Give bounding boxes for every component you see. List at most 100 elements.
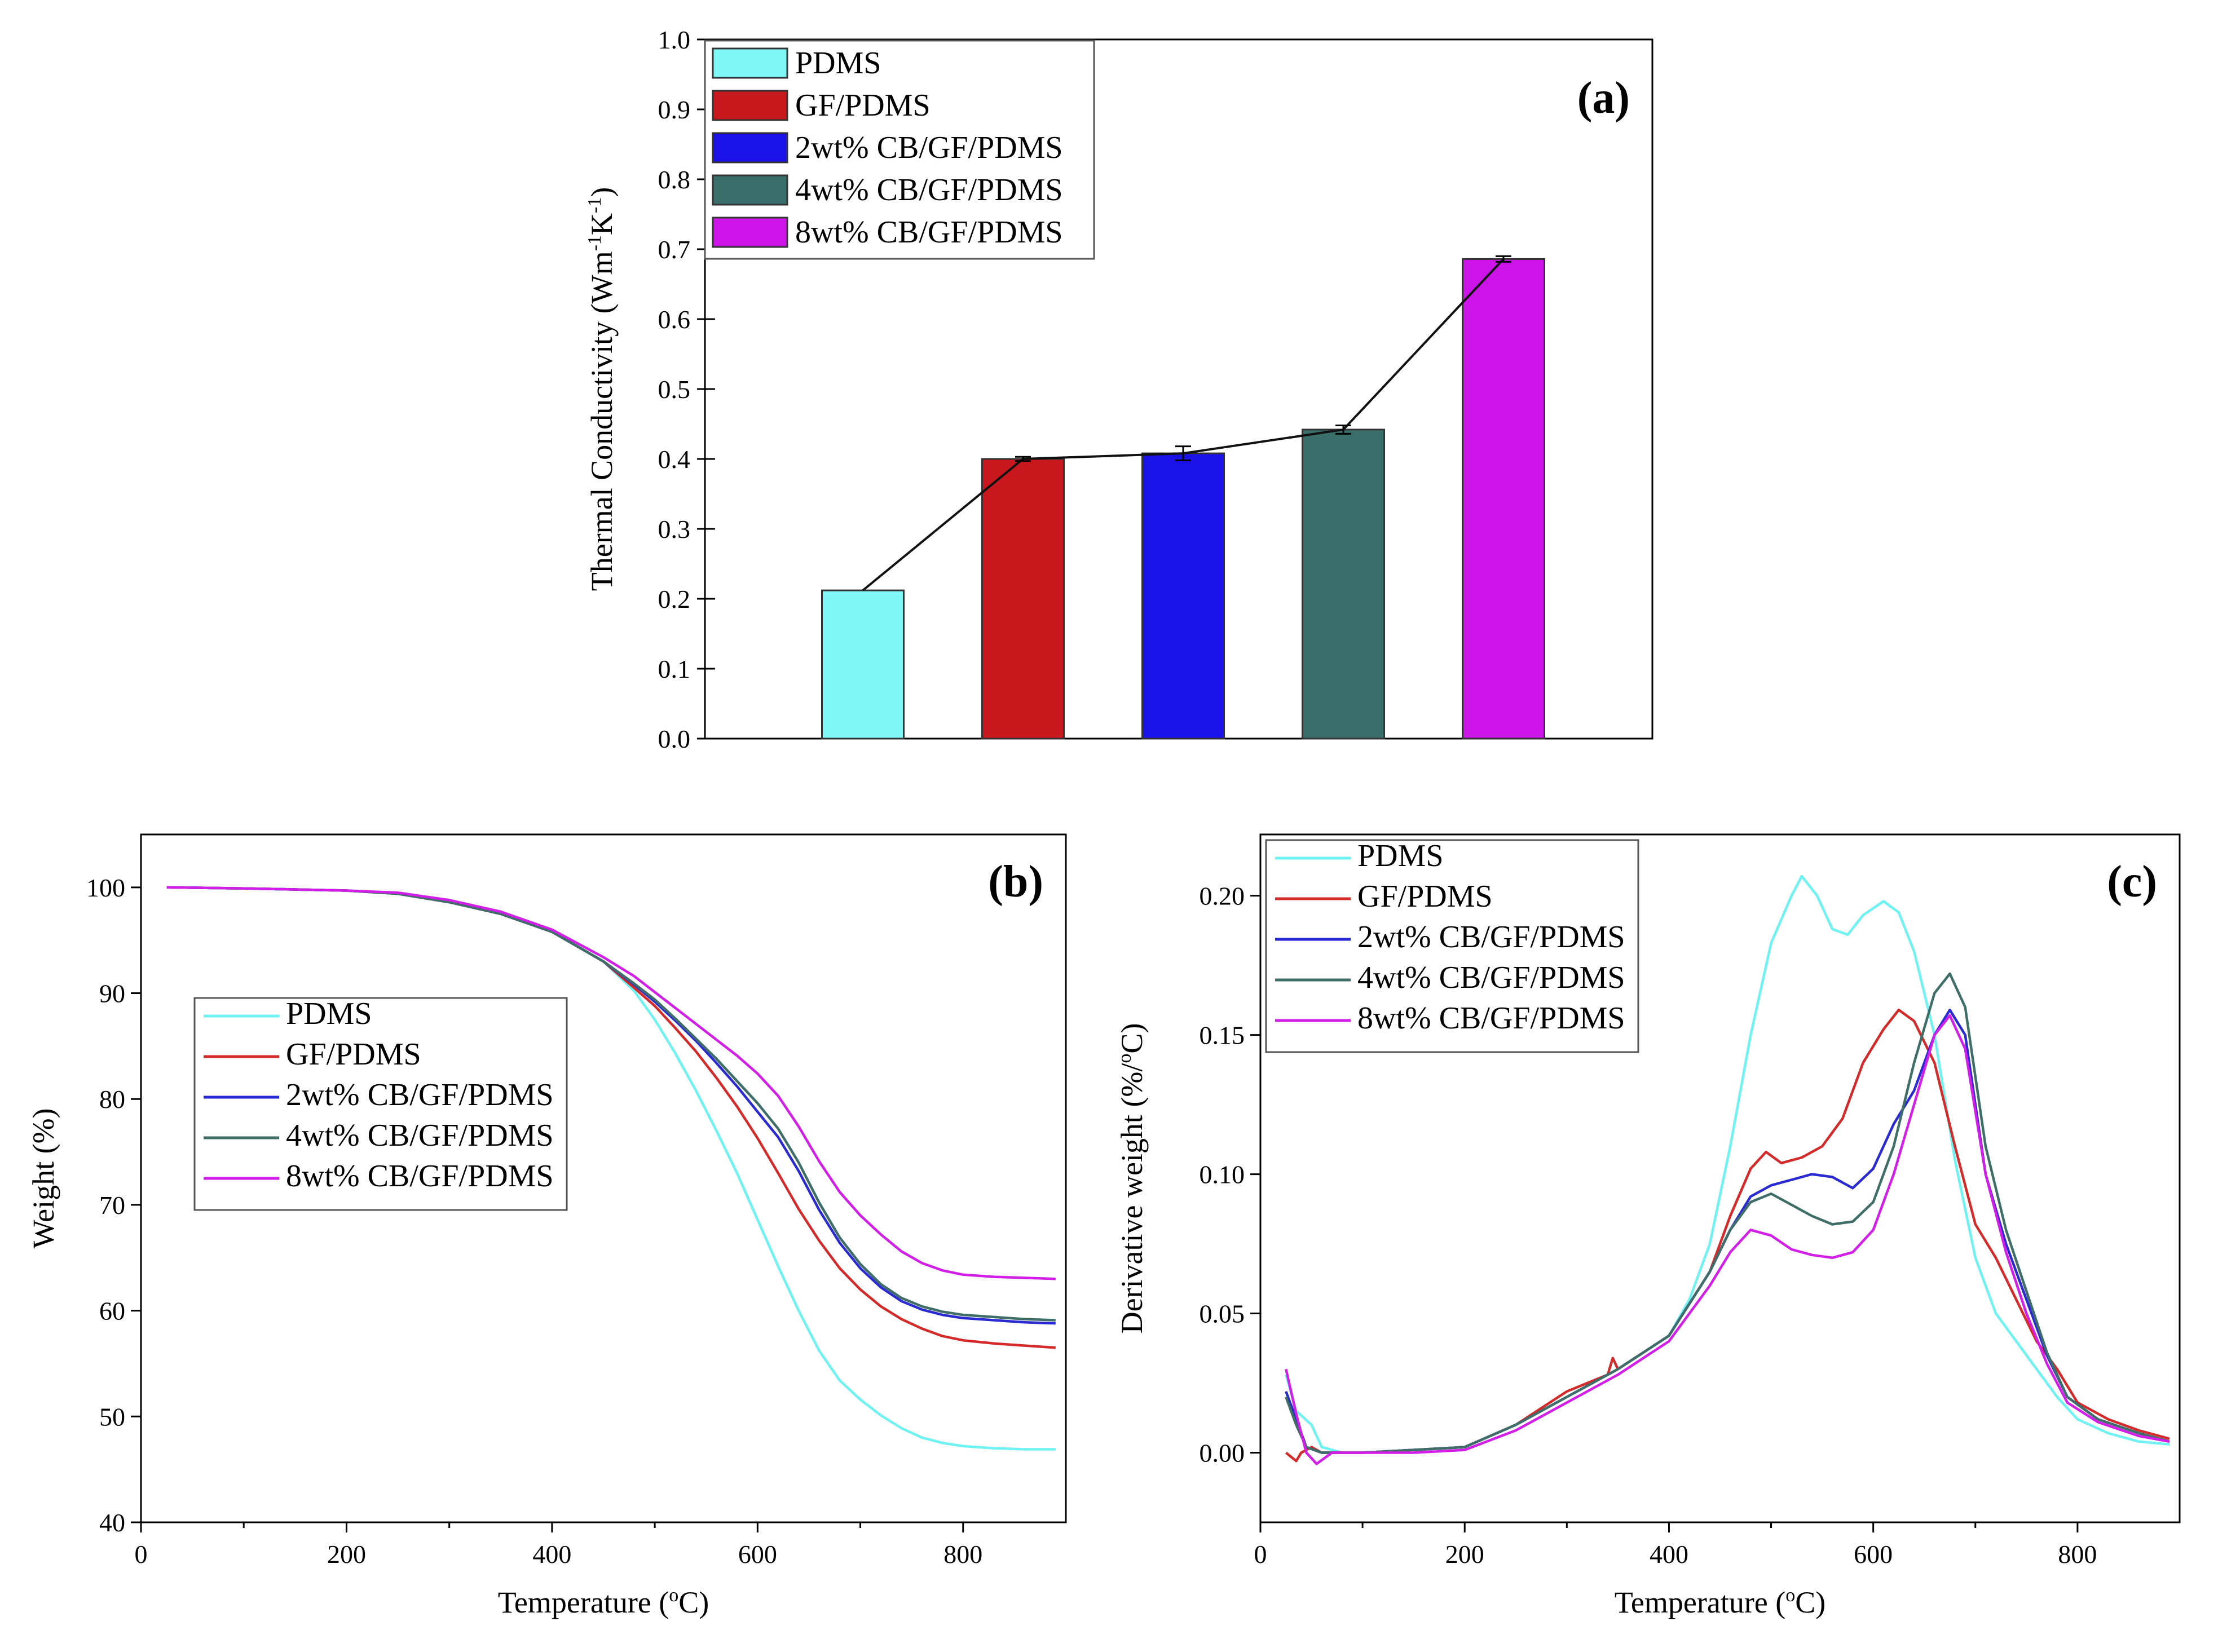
panel-a-label: (a) (1577, 73, 1630, 123)
panel-a-ylabel-sup-1: -1 (584, 235, 605, 251)
panel-b-x-tick-label: 800 (943, 1540, 982, 1569)
panel-a-y-tick-label: 0.1 (658, 655, 691, 683)
panel-b-series-line-5 (166, 886, 1056, 1280)
panel-b-y-tick-label: 90 (99, 979, 125, 1008)
panel-b-x-tick-label: 600 (738, 1540, 777, 1569)
panel-b-legend-box (193, 997, 568, 1211)
panel-b-legend-label-4: 4wt% CB/GF/PDMS (286, 1118, 554, 1153)
panel-c-y-tick-label: 0.10 (1200, 1160, 1245, 1189)
panel-c-series-line-4 (1285, 972, 2170, 1454)
panel-b-y-tick-label: 100 (86, 873, 125, 902)
panel-a-bar-chart: 0.0 0.1 0.2 0.3 0.4 0.5 0.6 0.7 0.8 0.9 1.0 PDMS GF… (584, 25, 1653, 753)
panel-b-y-axis-title: Weight (%) (27, 1108, 60, 1248)
panel-a-ylabel-part-2: K (585, 213, 619, 235)
panel-a-legend-label-1: PDMS (795, 46, 881, 81)
panel-c-legend-label-1: PDMS (1357, 838, 1444, 873)
panel-b-legend-label-3: 2wt% CB/GF/PDMS (286, 1077, 554, 1112)
panel-a-legend-swatch-3 (712, 132, 788, 164)
panel-b-legend-label-5: 8wt% CB/GF/PDMS (286, 1159, 554, 1194)
panel-c-plot-frame (1259, 833, 2181, 1523)
panel-c-x-tick-label: 600 (1854, 1540, 1893, 1569)
panel-a-legend-swatch-1 (712, 47, 788, 79)
panel-c-x-tick-label: 400 (1650, 1540, 1688, 1569)
panel-c-xlabel-sup-1: o (1785, 1585, 1795, 1606)
panel-c-label: (c) (2107, 857, 2157, 907)
panel-b-x-tick-label: 400 (532, 1540, 571, 1569)
panel-a-y-tick-label: 0.4 (658, 445, 691, 474)
panel-a-legend-swatch-5 (712, 217, 788, 248)
panel-c-xlabel-part-2: C) (1795, 1585, 1825, 1619)
panel-b-series (166, 886, 1056, 1451)
panel-b-xlabel-part-0: Temperature ( (498, 1585, 669, 1619)
panel-a-bar-2 (981, 458, 1065, 740)
panel-a-legend: PDMS GF/PDMS 2wt% CB/GF/PDMS 4wt% CB/GF/PDM… (704, 39, 1095, 260)
panel-b-y-tick-label: 70 (99, 1191, 125, 1220)
panel-b-x-tick-label: 200 (327, 1540, 366, 1569)
panel-a-legend-swatch-2 (712, 90, 788, 121)
panel-c-legend: PDMS GF/PDMS 2wt% CB/GF/PDMS 4wt% CB/GF/PDM… (1265, 838, 1639, 1053)
panel-c-legend-box (1265, 839, 1639, 1053)
panel-b-axes: 0 200 400 600 800 40 50 60 70 80 90 100 (86, 833, 1067, 1569)
panel-a-ylabel-part-4: ) (585, 187, 619, 197)
panel-b-legend-label-2: GF/PDMS (286, 1037, 421, 1072)
panel-c-legend-label-4: 4wt% CB/GF/PDMS (1357, 960, 1625, 995)
panel-c-series-line-5 (1285, 1014, 2170, 1465)
panel-b-y-tick-label: 60 (99, 1297, 125, 1326)
panel-c-series-line-3 (1285, 1008, 2170, 1454)
panel-a-y-axis-title: Thermal Conductivity (Wm-1K-1) (584, 187, 619, 591)
panel-a-bar-4 (1302, 429, 1385, 740)
panel-c-y-tick-label: 0.00 (1200, 1439, 1245, 1468)
panel-b-tga-chart: 0 200 400 600 800 40 50 60 70 80 90 100 PDMS GF/PDMS… (27, 833, 1067, 1619)
panel-a-axes: 0.0 0.1 0.2 0.3 0.4 0.5 0.6 0.7 0.8 0.9 1.0 (658, 25, 1653, 753)
panel-c-y-tick-label: 0.15 (1200, 1021, 1245, 1050)
panel-c-x-tick-label: 800 (2058, 1540, 2097, 1569)
panel-a-y-tick-label: 0.3 (658, 515, 691, 544)
panel-b-xlabel-part-2: C) (678, 1585, 709, 1619)
panel-a-error-bars (1015, 255, 1511, 462)
panel-a-y-tick-label: 0.6 (658, 305, 691, 334)
panel-c-legend-label-3: 2wt% CB/GF/PDMS (1357, 920, 1625, 955)
panel-c-xlabel-part-0: Temperature ( (1615, 1585, 1786, 1619)
panel-a-y-tick-label: 0.2 (658, 585, 691, 613)
panel-b-xlabel-sup-1: o (669, 1585, 678, 1606)
panel-c-series (1285, 874, 2170, 1465)
panel-a-legend-swatch-4 (712, 174, 788, 206)
panel-b-legend-label-1: PDMS (286, 996, 372, 1031)
panel-a-bar-3 (1141, 452, 1225, 740)
panel-b-series-line-4 (166, 886, 1056, 1322)
panel-b-label: (b) (988, 857, 1043, 907)
panel-b-x-tick-label: 0 (135, 1540, 148, 1569)
panel-c-x-tick-label: 200 (1445, 1540, 1484, 1569)
panel-a-legend-label-5: 8wt% CB/GF/PDMS (795, 215, 1063, 250)
panel-a-y-tick-label: 0.0 (658, 725, 691, 753)
panel-c-y-tick-label: 0.05 (1200, 1300, 1245, 1328)
panel-b-y-tick-label: 50 (99, 1402, 125, 1431)
panel-c-axes: 0 200 400 600 800 0.00 0.05 0.10 0.15 0.20 (1200, 833, 2181, 1569)
panel-b-plot-frame (140, 833, 1067, 1523)
panel-c-legend-label-2: GF/PDMS (1357, 879, 1493, 914)
panel-a-y-tick-label: 0.5 (658, 375, 691, 404)
panel-a-legend-label-2: GF/PDMS (795, 88, 931, 123)
panel-a-y-tick-label: 0.8 (658, 165, 691, 194)
panel-c-y-tick-label: 0.20 (1200, 882, 1245, 911)
panel-a-legend-label-4: 4wt% CB/GF/PDMS (795, 173, 1063, 207)
panel-b-legend: PDMS GF/PDMS 2wt% CB/GF/PDMS 4wt% CB/GF/PDM… (193, 996, 568, 1211)
panel-b-y-tick-label: 40 (99, 1508, 125, 1537)
panel-c-ylabel-part-0: Derivative weight (%/ (1115, 1063, 1149, 1334)
panel-c-ylabel-sup-1: o (1114, 1054, 1135, 1063)
panel-c-y-axis-title: Derivative weight (%/oC) (1114, 1023, 1149, 1334)
panel-a-ylabel-part-0: Thermal Conductivity (Wm (585, 251, 619, 591)
panel-c-legend-label-5: 8wt% CB/GF/PDMS (1357, 1001, 1625, 1036)
panel-a-bar-5 (1462, 258, 1545, 740)
panel-c-dtg-chart: 0 200 400 600 800 0.00 0.05 0.10 0.15 0.20 PDMS GF… (1114, 833, 2181, 1619)
panel-c-ylabel-part-2: C) (1115, 1023, 1149, 1054)
panel-c-x-tick-label: 0 (1254, 1540, 1267, 1569)
panel-c-x-axis-title: Temperature (oC) (1615, 1585, 1826, 1619)
panel-a-bar-1 (821, 589, 905, 740)
panel-b-x-axis-title: Temperature (oC) (498, 1585, 709, 1619)
panel-b-y-tick-label: 80 (99, 1085, 125, 1114)
panel-a-y-tick-label: 1.0 (658, 25, 691, 54)
panel-a-y-tick-label: 0.9 (658, 95, 691, 124)
panel-a-y-tick-label: 0.7 (658, 235, 691, 264)
